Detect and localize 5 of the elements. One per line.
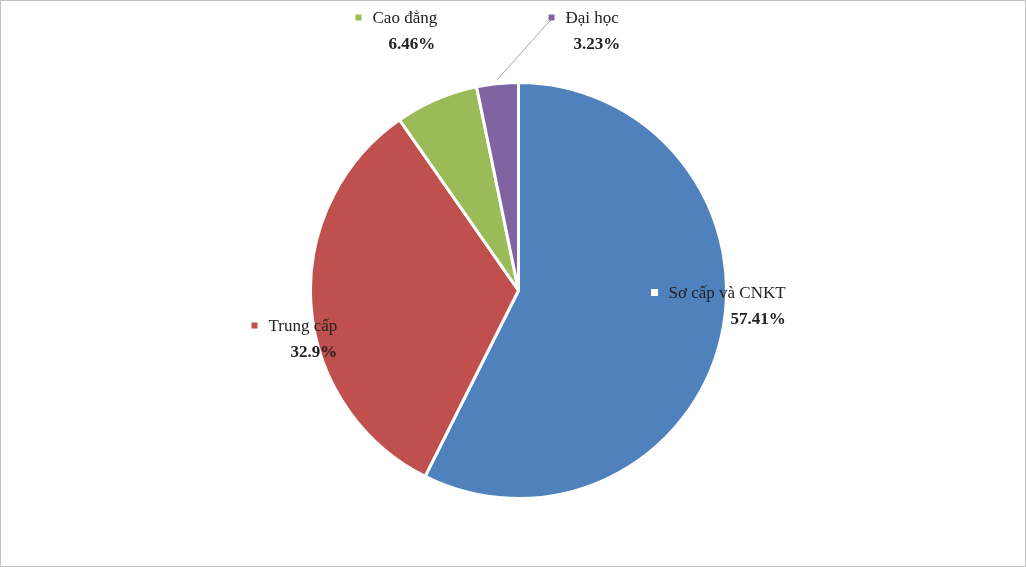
legend-label: Đại học (565, 8, 620, 27)
data-label: 57.41% (730, 309, 786, 328)
data-label: 6.46% (388, 34, 436, 53)
legend-label: Cao đẳng (372, 8, 438, 27)
data-label: 3.23% (573, 34, 621, 53)
